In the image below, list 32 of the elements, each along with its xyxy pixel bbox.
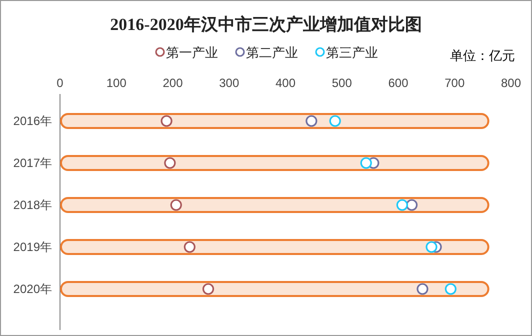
point (202, 283, 214, 295)
x-tick-label: 100 (106, 76, 127, 90)
y-tick-label: 2018年 (13, 198, 52, 212)
y-tick-label: 2020年 (13, 282, 52, 296)
x-tick-label: 700 (444, 76, 465, 90)
point (406, 199, 418, 211)
x-tick-label: 500 (332, 76, 352, 90)
legend-label: 第三产业 (326, 45, 378, 60)
x-tick-label: 200 (162, 76, 184, 90)
text: 单位：亿元 (450, 48, 515, 63)
point (329, 115, 341, 127)
y-tick-label: 2017年 (13, 156, 52, 170)
point (360, 157, 372, 169)
point (306, 115, 318, 127)
point (160, 115, 172, 127)
y-tick-label: 2016年 (13, 114, 52, 128)
point (164, 157, 176, 169)
x-tick-label: 400 (275, 76, 296, 90)
point (184, 241, 196, 253)
point (426, 241, 438, 253)
x-tick-label: 300 (219, 76, 240, 90)
point (416, 283, 428, 295)
x-tick-label: 600 (388, 76, 409, 90)
y-tick-label: 2019年 (13, 240, 52, 254)
x-tick-label: 0 (56, 76, 64, 90)
point (396, 199, 408, 211)
point (444, 283, 456, 295)
x-tick-label: 800 (500, 76, 522, 90)
legend-label: 第一产业 (166, 45, 218, 60)
chart-title: 2016-2020年汉中市三次产业增加值对比图 (110, 15, 422, 34)
point (170, 199, 182, 211)
legend-label: 第二产业 (246, 45, 298, 60)
